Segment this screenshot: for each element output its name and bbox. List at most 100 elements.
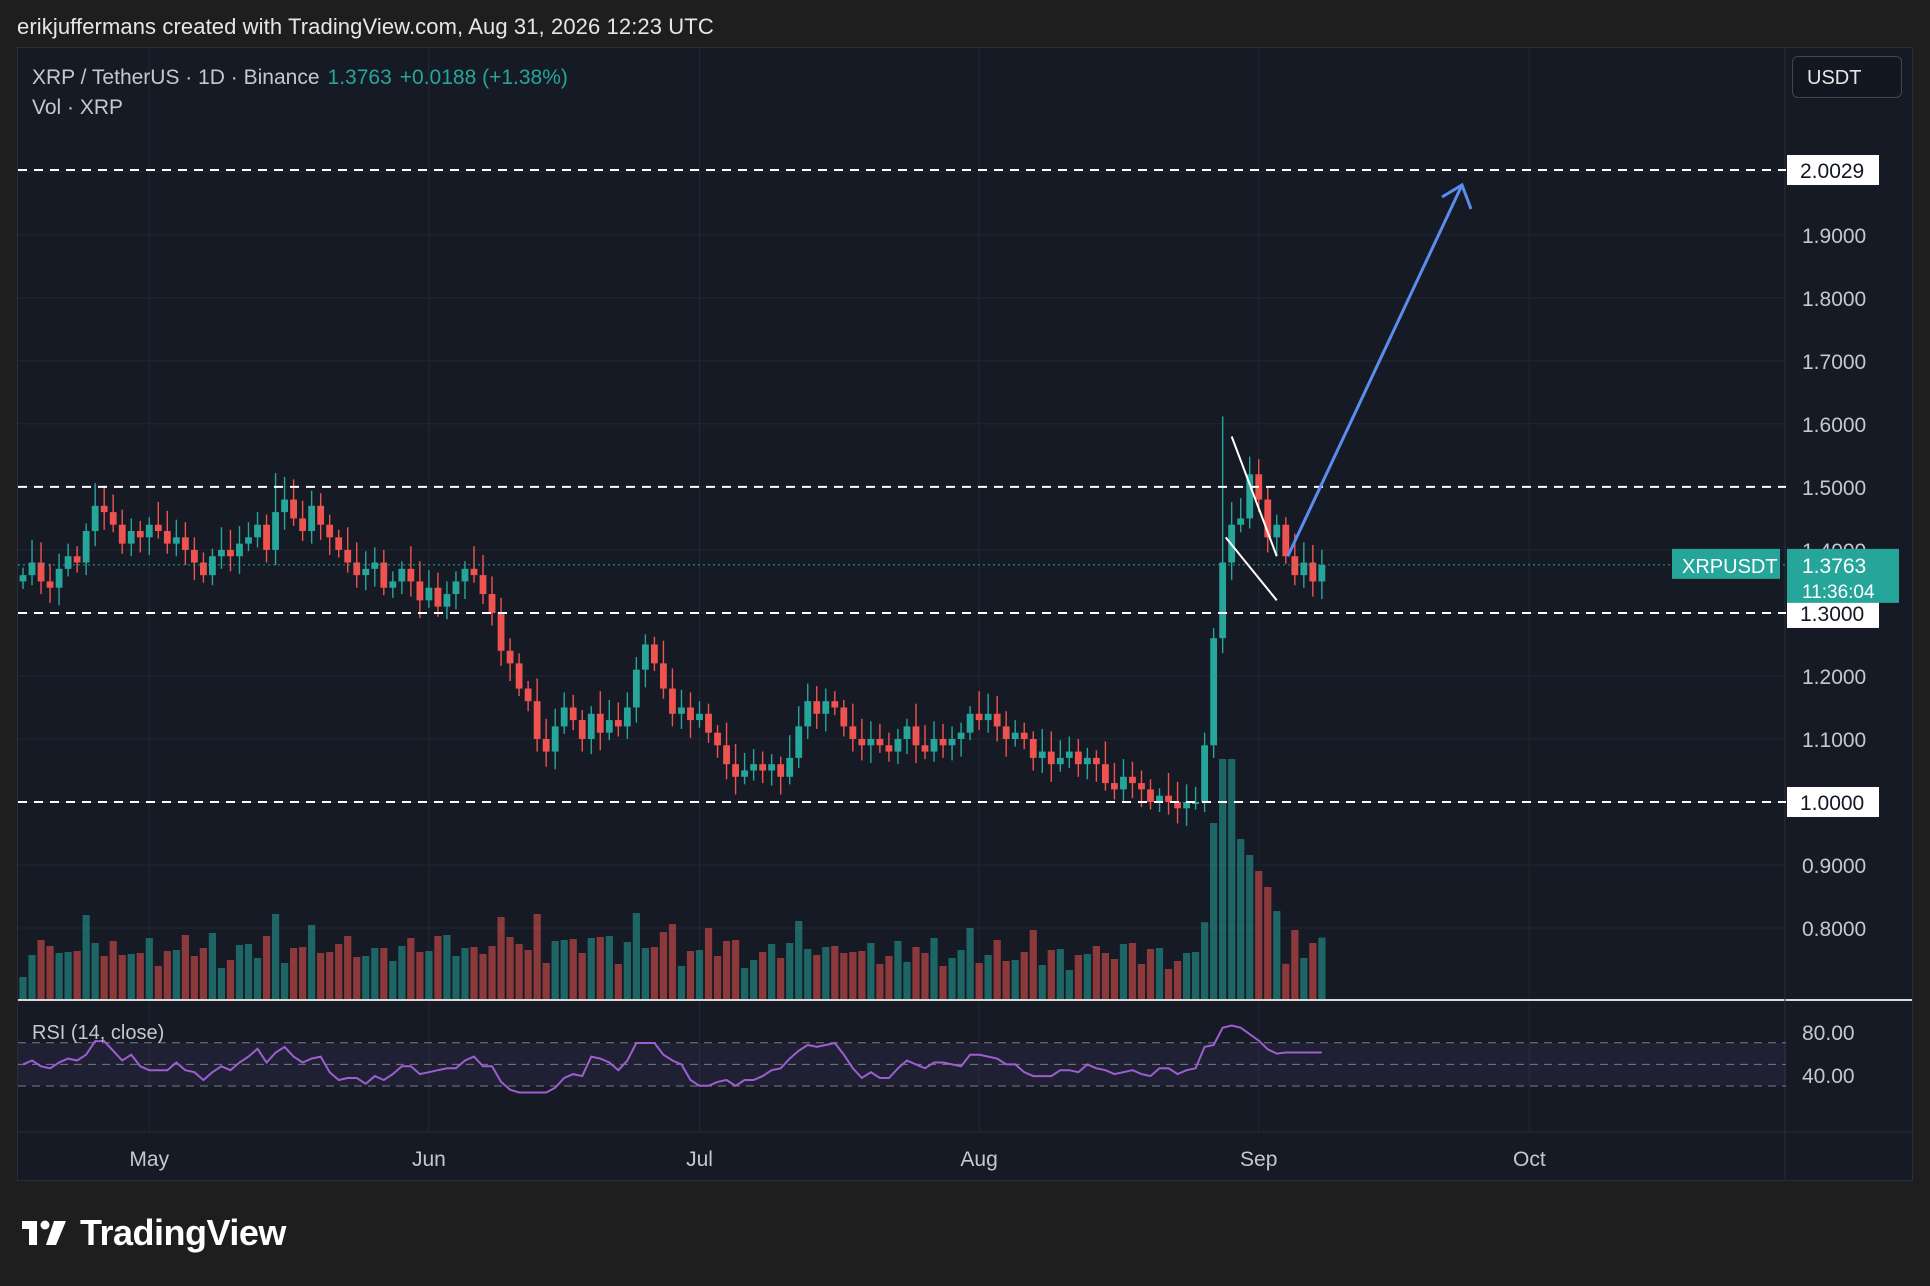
- volume-bar: [975, 963, 983, 999]
- volume-bar: [280, 963, 289, 999]
- volume-bar: [425, 951, 433, 999]
- volume-bar: [849, 952, 857, 999]
- candle-body: [362, 568, 370, 576]
- volume-bar: [695, 950, 704, 999]
- candle-body: [1300, 562, 1308, 576]
- volume-bar: [876, 964, 884, 999]
- candle-body: [479, 575, 487, 595]
- volume-bar: [1210, 823, 1218, 999]
- volume-bar: [91, 943, 99, 999]
- volume-bar: [804, 949, 812, 999]
- volume-bar: [858, 951, 866, 999]
- candle-body: [172, 537, 180, 544]
- volume-bar: [1201, 922, 1209, 999]
- volume-bar: [939, 966, 947, 999]
- volume-bar: [299, 947, 307, 999]
- candle-body: [1092, 757, 1100, 765]
- rsi-legend[interactable]: RSI (14, close): [32, 1022, 165, 1044]
- volume-bar: [28, 955, 36, 999]
- candle-body: [317, 505, 325, 525]
- volume-bar: [262, 936, 271, 999]
- level-price-label-bg: [1787, 597, 1879, 628]
- candle-body: [705, 713, 712, 733]
- candle-body: [1156, 795, 1163, 802]
- level-price-label: 1.3000: [1800, 603, 1864, 626]
- candle-body: [551, 726, 559, 752]
- volume-bar: [1056, 949, 1064, 999]
- volume-bar: [82, 915, 90, 999]
- volume-bar: [506, 937, 514, 999]
- volume-bar: [479, 954, 487, 999]
- last-price: 1.3763: [327, 66, 392, 89]
- volume-bar: [1011, 960, 1019, 999]
- candle-body: [434, 587, 442, 607]
- candle-body: [1273, 524, 1281, 538]
- volume-bar: [704, 928, 713, 999]
- candle-body: [777, 764, 785, 777]
- candle-body: [64, 556, 72, 569]
- candle-body: [181, 537, 189, 550]
- volume-bar: [416, 952, 424, 999]
- candle-body: [1183, 802, 1190, 809]
- candle-body: [605, 720, 613, 733]
- volume-bar: [172, 950, 180, 999]
- volume-bar: [1182, 953, 1191, 999]
- candle-body: [218, 549, 225, 557]
- time-tick-label: May: [129, 1148, 169, 1171]
- candle-body: [461, 568, 469, 582]
- volume-bar: [452, 956, 460, 999]
- volume-bar: [470, 947, 478, 999]
- volume-bar: [127, 954, 135, 999]
- volume-bar: [966, 928, 974, 999]
- volume-bar: [1246, 855, 1254, 999]
- candle-body: [452, 581, 460, 595]
- candle-body: [578, 720, 586, 739]
- time-tick-label: Sep: [1240, 1148, 1277, 1171]
- candle-body: [1237, 518, 1245, 525]
- volume-bar: [1237, 839, 1245, 999]
- volume-bar: [1173, 961, 1182, 999]
- rsi-tick-label: 80.00: [1802, 1022, 1855, 1045]
- volume-bar: [713, 956, 722, 999]
- level-price-label-bg: [1787, 787, 1879, 817]
- candle-body: [921, 745, 929, 752]
- symbol-legend: XRP / TetherUS · 1D · Binance 1.3763 +0.01…: [32, 66, 568, 90]
- candle-body: [849, 726, 857, 739]
- candle-body: [786, 757, 794, 777]
- candle-body: [651, 644, 658, 664]
- symbol-name[interactable]: XRP / TetherUS · 1D · Binance: [32, 66, 320, 89]
- volume-bar: [64, 952, 72, 999]
- price-tick-label: 1.1000: [1802, 729, 1866, 752]
- time-tick-label: Aug: [960, 1148, 997, 1171]
- volume-bar: [840, 953, 848, 999]
- candle-body: [425, 587, 433, 601]
- candle-body: [524, 688, 532, 702]
- volume-legend[interactable]: Vol · XRP: [32, 96, 124, 119]
- volume-bar: [686, 951, 695, 999]
- candle-body: [1083, 757, 1091, 765]
- volume-bar: [587, 938, 595, 999]
- volume-bar: [1300, 958, 1308, 999]
- volume-bar: [100, 956, 108, 999]
- candle-body: [614, 720, 622, 727]
- candle-body: [497, 612, 505, 651]
- volume-bar: [786, 943, 794, 999]
- countdown-tag: 11:36:04: [1802, 582, 1875, 603]
- volume-bar: [407, 938, 415, 999]
- volume-bar: [217, 968, 226, 999]
- candle-body: [344, 549, 352, 563]
- volume-bar: [235, 945, 244, 999]
- wedge-lower-line: [1224, 536, 1278, 601]
- volume-bar: [533, 914, 541, 999]
- candle-body: [939, 738, 947, 746]
- volume-bar: [677, 966, 686, 999]
- candle-body: [46, 581, 54, 588]
- volume-bar: [326, 952, 334, 999]
- currency-button[interactable]: USDT: [1792, 56, 1902, 98]
- candle-body: [840, 707, 848, 727]
- volume-bar: [55, 953, 63, 999]
- candle-body: [254, 524, 261, 538]
- candle-body: [488, 594, 496, 613]
- volume-bar: [912, 947, 920, 999]
